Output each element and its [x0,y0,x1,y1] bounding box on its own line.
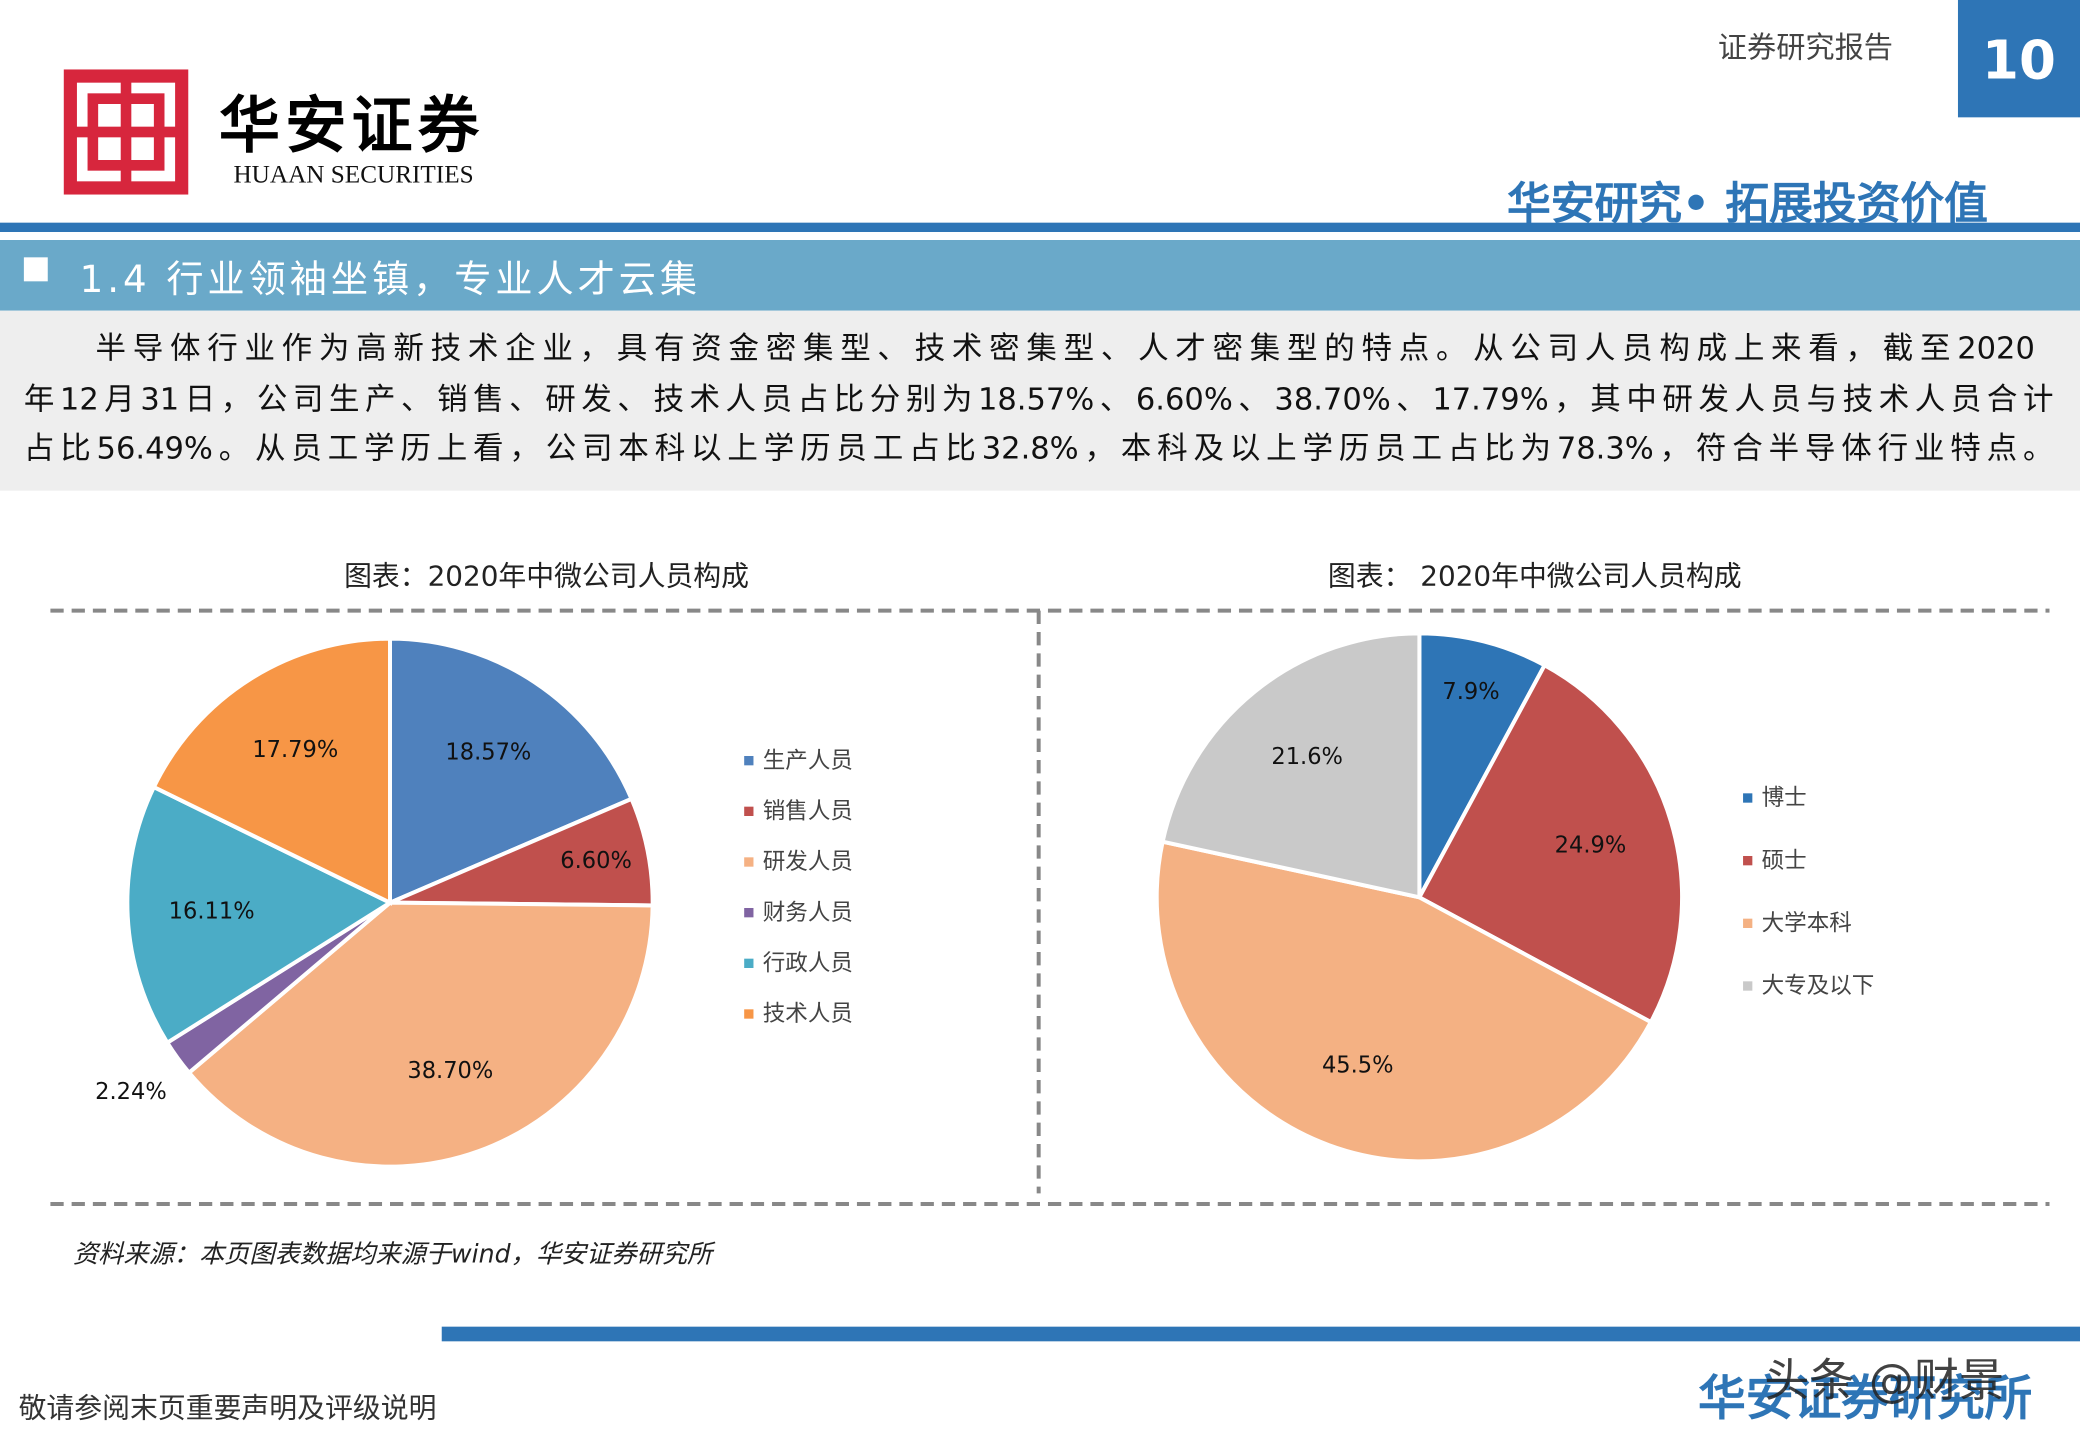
paragraph-box [0,310,2080,491]
pie-slice [1416,662,1685,1025]
legend-label: 销售人员 [763,798,853,824]
section-bullet [23,257,48,282]
section-title: 1.4 行业领袖坐镇，专业人才云集 [79,257,701,302]
data-label: 17.79% [252,737,338,763]
pie-slice [125,784,395,1046]
paragraph-line: 半导体行业作为高新技术企业，具有资金密集型、技术密集型、人才密集型的特点。从公司… [95,331,2035,367]
pie-slice [1154,839,1654,1164]
data-label: 16.11% [169,899,255,925]
logo-english: HUAAN SECURITIES [233,161,474,190]
data-label: 6.60% [560,848,632,874]
chart-title: 图表： 2020年中微公司人员构成 [1328,559,1742,592]
legend-label: 大专及以下 [1762,973,1875,999]
chart-title: 图表：2020年中微公司人员构成 [344,559,749,592]
header-rule [0,222,2080,232]
pie-slice [1160,631,1422,900]
legend-swatch [744,958,754,968]
legend-label: 行政人员 [763,950,853,976]
legend-label: 大学本科 [1762,910,1852,936]
legend-label: 博士 [1762,785,1807,811]
legend-swatch [1743,981,1753,991]
legend-swatch [744,1009,754,1019]
legend-swatch [1743,793,1753,803]
pie-slice [389,796,655,908]
legend-label: 生产人员 [763,748,853,774]
pie-slice [1417,631,1548,899]
legend-swatch [744,755,754,766]
report-type: 证券研究报告 [1717,31,1893,66]
legend-swatch [1743,855,1753,866]
logo-mark [63,69,189,195]
legend-label: 技术人员 [763,1001,853,1027]
legend-swatch [744,806,754,816]
footer-rule [441,1326,2080,1342]
data-label: 7.9% [1442,679,1499,705]
watermark: 头条 @财景 [1764,1354,2005,1408]
data-label: 21.6% [1271,744,1343,770]
legend-swatch [744,857,754,867]
data-label: 38.70% [407,1058,493,1084]
legend-swatch [1743,918,1753,928]
data-label: 45.5% [1322,1052,1394,1078]
paragraph-line: 年12月31日，公司生产、销售、研发、技术人员占比分别为18.57%、6.60%… [23,382,2054,418]
source-note: 资料来源：本页图表数据均来源于wind，华安证券研究所 [72,1239,713,1270]
data-label: 24.9% [1555,832,1627,858]
logo-chinese: 华安证券 [218,89,485,162]
data-label: 2.24% [95,1079,167,1105]
pie-slice [388,636,635,906]
footer-institute: 华安证券研究所 [1697,1371,2033,1427]
data-label: 18.57% [445,739,531,765]
pie-slice [151,636,392,906]
legend-label: 研发人员 [763,849,853,875]
slogan: 华安研究• 拓展投资价值 [1506,177,1988,230]
legend-swatch [744,907,754,918]
paragraph-line: 占比56.49%。从员工学历上看，公司本科以上学历员工占比32.8%，本科及以上… [23,431,2054,467]
disclaimer: 敬请参阅末页重要声明及评级说明 [18,1391,437,1424]
legend-label: 财务人员 [763,900,853,926]
page-number: 10 [1957,0,2080,118]
legend-label: 硕士 [1762,848,1807,874]
pie-slice [186,900,655,1169]
section-bar [0,239,2080,311]
